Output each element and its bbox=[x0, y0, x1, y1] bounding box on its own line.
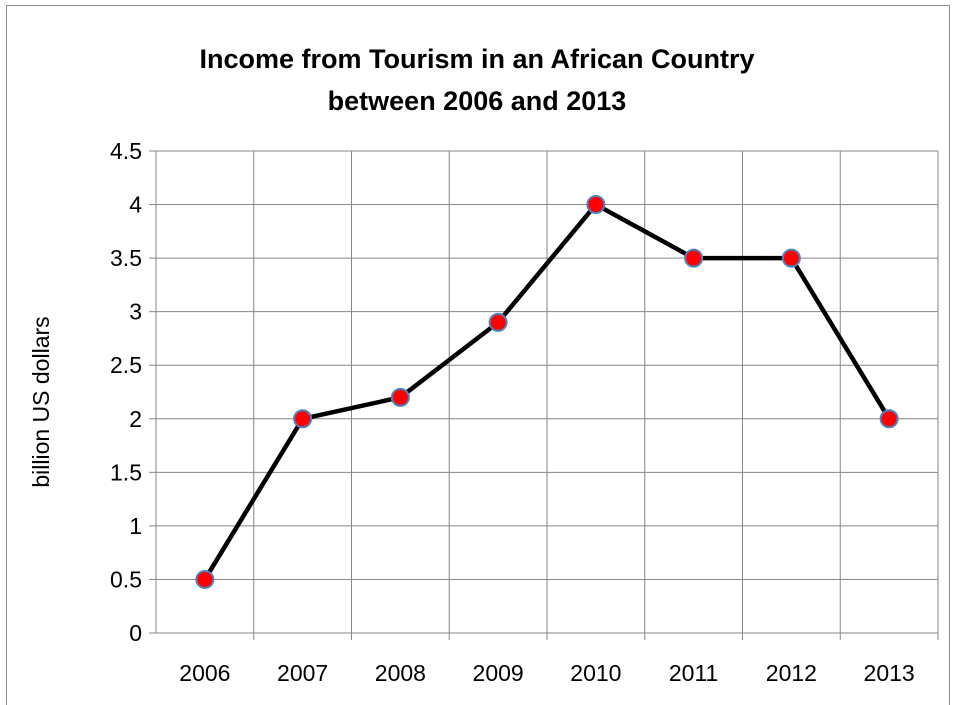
data-point bbox=[195, 569, 215, 589]
x-tick-label: 2011 bbox=[669, 660, 718, 686]
x-tick-label: 2008 bbox=[375, 660, 426, 686]
chart-title-line-2: between 2006 and 2013 bbox=[327, 86, 627, 116]
data-point bbox=[293, 409, 313, 429]
x-tick-label: 2013 bbox=[864, 660, 915, 686]
x-tick-label: 2012 bbox=[766, 660, 817, 686]
data-point bbox=[390, 387, 410, 407]
y-tick-label: 3 bbox=[129, 299, 142, 325]
series-line bbox=[202, 202, 892, 581]
y-tick-label: 2.5 bbox=[110, 352, 142, 378]
chart-title-line-1: Income from Tourism in an African Countr… bbox=[199, 44, 755, 74]
chart-frame bbox=[6, 5, 950, 705]
gridlines bbox=[156, 150, 939, 633]
data-point bbox=[879, 409, 899, 429]
y-tick-label: 0 bbox=[129, 620, 142, 646]
y-tick-label: 1 bbox=[129, 513, 142, 539]
y-axis-title: billion US dollars bbox=[28, 316, 54, 487]
data-point bbox=[781, 248, 801, 268]
axes bbox=[149, 150, 939, 640]
x-tick-labels: 2006 2007 2008 2009 2010 2011 2012 2013 bbox=[179, 660, 914, 686]
x-tick-label: 2010 bbox=[570, 660, 621, 686]
data-point bbox=[684, 248, 704, 268]
x-tick-label: 2007 bbox=[277, 660, 328, 686]
y-tick-label: 4 bbox=[129, 192, 142, 218]
y-tick-label: 0.5 bbox=[110, 566, 142, 592]
chart-title: Income from Tourism in an African Countr… bbox=[0, 38, 954, 122]
y-tick-label: 1.5 bbox=[110, 459, 142, 485]
series-income bbox=[202, 202, 892, 581]
y-tick-labels: 0 0.5 1 1.5 2 2.5 3 3.5 4 4.5 bbox=[110, 138, 142, 646]
y-tick-label: 3.5 bbox=[110, 245, 142, 271]
x-tick-label: 2009 bbox=[473, 660, 524, 686]
data-point bbox=[488, 312, 508, 332]
x-tick-label: 2006 bbox=[179, 660, 230, 686]
data-markers bbox=[195, 195, 899, 589]
data-point bbox=[586, 195, 606, 215]
y-tick-label: 2 bbox=[129, 406, 142, 432]
y-tick-label: 4.5 bbox=[110, 138, 142, 164]
